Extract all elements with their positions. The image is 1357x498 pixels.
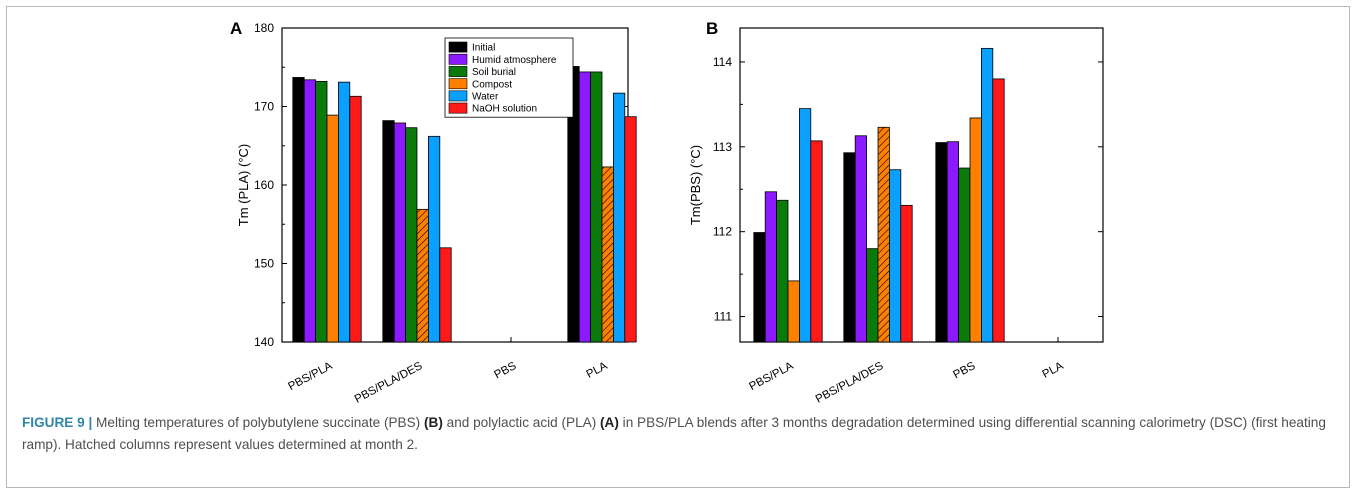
y-tick-label: 140	[254, 335, 274, 349]
bar-pbs-pla-humid-atmosphere	[764, 191, 778, 343]
bar-pbs-pla-naoh-solution	[349, 95, 362, 343]
bar-pbs-pla-des-naoh-solution	[900, 204, 913, 343]
x-category-label: PBS/PLA/DES	[353, 360, 425, 406]
figure-charts: A 140 150 160 170 180 Tm (PLA) (°C) PBS/PLA PBS/…	[230, 19, 1104, 406]
x-category-label: PLA	[1041, 360, 1066, 381]
x-category-label: PBS/PLA	[747, 360, 795, 393]
bar-pbs-pla-des-humid-atmosphere	[393, 122, 407, 343]
bar-pbs-pla-des-humid-atmosphere	[854, 135, 868, 343]
y-axis-label: Tm(PBS) (°C)	[688, 145, 703, 225]
bar-pla-naoh-solution	[624, 116, 637, 343]
panel-letter-A: A	[230, 19, 242, 38]
x-category-label: PBS	[492, 360, 518, 382]
bar-pbs-humid-atmosphere	[946, 141, 960, 343]
bar-pbs-pla-water	[337, 81, 351, 343]
legend-swatch	[448, 66, 468, 77]
caption-ref-b: (B)	[423, 415, 443, 430]
y-tick-label: 112	[713, 225, 732, 239]
bar-pbs-pla-des-water	[427, 135, 441, 343]
x-category-label: PLA	[585, 360, 610, 381]
caption-text-2: and polylactic acid (PLA)	[442, 415, 601, 430]
y-tick-label: 114	[713, 55, 732, 69]
legend-entry: Soil burial	[472, 67, 516, 78]
legend-swatch	[448, 90, 468, 102]
legend-swatch	[448, 102, 468, 114]
bar-pbs-pla-soil-burial	[315, 80, 328, 343]
legend-swatch	[448, 41, 468, 53]
bar-pla-humid-atmosphere	[578, 71, 592, 343]
bar-pbs-pla-compost	[326, 114, 339, 343]
panel-letter-B: B	[706, 19, 718, 38]
bar-pla-soil-burial	[590, 71, 603, 343]
bar-pbs-compost	[969, 117, 982, 343]
figure-caption: FIGURE 9 | Melting temperatures of polyb…	[22, 412, 1340, 456]
bar-pbs-pla-naoh-solution	[810, 140, 823, 343]
legend-swatch	[448, 53, 468, 65]
bar-pbs-pla-des-soil-burial	[866, 248, 879, 343]
x-category-label: PBS/PLA	[286, 360, 334, 393]
bar-pla-water	[613, 92, 626, 343]
bar-pbs-pla-soil-burial	[776, 199, 789, 343]
y-tick-label: 160	[254, 178, 274, 192]
y-axis-label: Tm (PLA) (°C)	[236, 144, 251, 226]
legend-entry: Humid atmosphere	[472, 55, 557, 66]
bar-pbs-initial	[935, 142, 948, 343]
bar-pbs-pla-humid-atmosphere	[303, 79, 317, 343]
bar-pbs-pla-des-water	[889, 169, 902, 343]
figure-frame	[6, 6, 1350, 488]
bar-pbs-pla-des-soil-burial	[405, 127, 418, 343]
bar-pbs-pla-des-compost	[416, 208, 429, 343]
y-tick-label: 150	[254, 257, 274, 271]
bar-pbs-pla-initial	[753, 232, 766, 343]
y-tick-label: 180	[254, 21, 274, 35]
bar-pbs-pla-initial	[292, 77, 305, 343]
x-category-label: PBS	[951, 360, 977, 382]
bar-pbs-pla-des-naoh-solution	[439, 247, 452, 343]
bar-pbs-naoh-solution	[992, 78, 1005, 343]
y-tick-label: 170	[254, 100, 274, 114]
legend-entry: Water	[472, 92, 499, 103]
legend-entry: NaOH solution	[472, 104, 537, 115]
bar-pbs-pla-des-initial	[843, 152, 856, 343]
bar-pbs-soil-burial	[958, 167, 971, 343]
caption-text-3: in PBS/PLA blends after 3 months degrada…	[22, 415, 1326, 452]
caption-text-1: Melting temperatures of polybutylene suc…	[92, 415, 424, 430]
caption-ref-a: (A)	[600, 415, 619, 430]
legend-entry: Initial	[472, 43, 495, 54]
bar-pbs-pla-des-compost	[877, 126, 890, 343]
plot-frame-B	[739, 27, 1104, 343]
bar-pla-compost	[601, 166, 614, 343]
bar-pbs-pla-des-initial	[382, 120, 395, 343]
y-tick-label: 113	[713, 140, 732, 154]
x-category-label: PBS/PLA/DES	[814, 360, 886, 406]
y-tick-label: 111	[714, 310, 733, 324]
bar-pbs-pla-water	[799, 108, 812, 343]
bar-pbs-water	[981, 47, 994, 343]
caption-label: FIGURE 9 |	[22, 415, 93, 430]
bar-pbs-pla-compost	[787, 280, 800, 343]
legend-entry: Compost	[472, 79, 512, 90]
legend-swatch	[448, 78, 468, 90]
